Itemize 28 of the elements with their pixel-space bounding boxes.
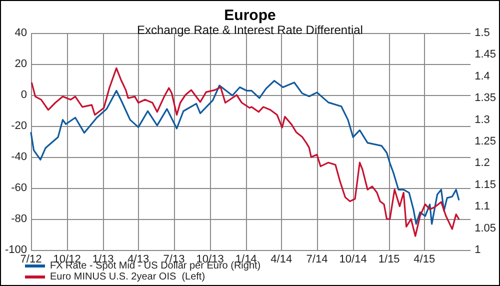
y-tick-label: 40 (14, 27, 27, 39)
y2-tick-label: 1.05 (474, 222, 496, 234)
x-tick-label: 7/12 (20, 254, 42, 266)
y2-tick-label: 1.45 (474, 48, 496, 61)
chart-subtitle: Exchange Rate & Interest Rate Differential (137, 23, 363, 37)
y2-tick-label: 1.1 (474, 200, 490, 213)
y-tick-label: -80 (11, 213, 27, 225)
legend-label: Euro MINUS U.S. 2year OIS (Left) (50, 272, 206, 282)
y-tick-label: 20 (14, 58, 27, 70)
x-tick-label: 4/14 (270, 254, 292, 266)
y2-tick-label: 1.25 (474, 136, 496, 148)
x-tick-label: 4/15 (414, 254, 436, 266)
x-tick-label: 1/15 (378, 254, 400, 266)
y2-tick-label: 1.15 (474, 178, 496, 191)
chart-title: Europe (224, 7, 276, 24)
y2-tick-label: 1.4 (474, 70, 490, 82)
y-tick-label: -20 (11, 120, 27, 132)
y2-tick-label: 1 (474, 244, 481, 256)
y-tick-label: -100 (4, 244, 27, 256)
y-tick-label: 0 (20, 89, 27, 101)
y2-tick-label: 1.3 (474, 114, 490, 126)
x-tick-label: 10/14 (339, 254, 367, 266)
y2-tick-label: 1.2 (474, 157, 490, 170)
x-tick-label: 7/14 (306, 254, 328, 266)
y2-tick-label: 1.35 (474, 92, 496, 104)
y-tick-label: -40 (11, 151, 27, 163)
y-tick-label: -60 (11, 182, 27, 194)
y2-tick-label: 1.5 (474, 27, 490, 39)
